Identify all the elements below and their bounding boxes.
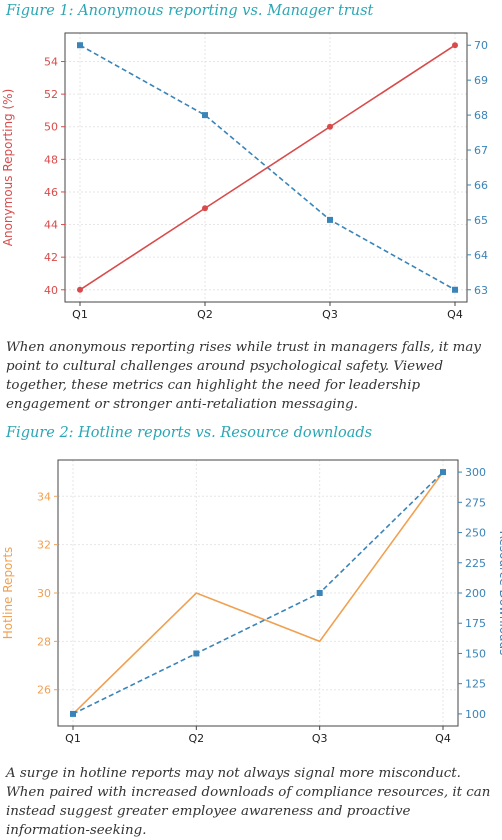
data-point: [452, 42, 458, 49]
data-point: [70, 710, 76, 717]
right-tick-label: 200: [465, 587, 486, 600]
left-tick-label: 26: [37, 684, 51, 697]
x-tick-label: Q4: [447, 308, 463, 321]
x-tick-label: Q4: [435, 732, 451, 745]
right-axis-label: Resource Downloads: [497, 531, 502, 656]
plot-frame: [64, 32, 468, 303]
figure-1-caption: When anonymous reporting rises while tru…: [6, 340, 481, 412]
right-tick-label: 67: [474, 144, 488, 157]
x-tick-label: Q1: [72, 308, 88, 321]
left-tick-label: 54: [44, 56, 58, 69]
figure-1-chart: 40 42 44 46 48 50 52 54 63 64 65 66 67 68 69 70 Q1 Q2 Q3 Q4…: [1, 32, 488, 321]
series-line-1: [72, 471, 444, 715]
left-tick-label: 50: [44, 121, 58, 134]
right-tick-label: 125: [465, 678, 486, 691]
figure-2-title: Figure 2: Hotline reports vs. Resource d…: [6, 425, 373, 441]
left-axis-label: Anonymous Reporting (%): [1, 89, 15, 246]
x-tick-label: Q2: [197, 308, 213, 321]
data-point: [452, 286, 458, 293]
right-tick-label: 66: [474, 179, 488, 192]
series-line-2: [79, 44, 456, 291]
data-point: [316, 590, 323, 596]
left-tick-label: 52: [44, 88, 58, 101]
data-point: [202, 112, 208, 119]
data-point: [193, 650, 200, 657]
figure-2-caption: A surge in hotline reports may not alway…: [6, 766, 491, 838]
right-tick-label: 275: [465, 496, 486, 509]
left-tick-label: 48: [44, 153, 58, 166]
figure-1-title: Figure 1: Anonymous reporting vs. Manage…: [6, 3, 374, 19]
right-tick-label: 70: [474, 39, 488, 52]
x-tick-label: Q1: [65, 732, 81, 745]
figure-2-chart: 26 28 30 32 34 100 125 150 175 200 225 250 275 300 Q1 Q…: [1, 459, 502, 745]
right-tick-label: 250: [465, 527, 486, 540]
left-tick-label: 40: [44, 284, 58, 297]
right-tick-label: 100: [465, 708, 486, 721]
data-point: [327, 123, 333, 130]
left-axis-label: Hotline Reports: [1, 547, 15, 640]
left-tick-label: 46: [44, 186, 58, 199]
right-tick-label: 175: [465, 617, 486, 630]
right-tick-label: 300: [465, 466, 486, 479]
right-tick-label: 63: [474, 284, 488, 297]
left-tick-label: 28: [37, 635, 51, 648]
right-tick-label: 225: [465, 557, 486, 570]
left-tick-label: 42: [44, 251, 58, 264]
right-tick-label: 150: [465, 647, 486, 660]
left-tick-label: 32: [37, 539, 51, 552]
x-tick-label: Q3: [322, 308, 338, 321]
x-tick-label: Q2: [188, 732, 204, 745]
series-line-2: [72, 471, 444, 715]
left-tick-label: 34: [37, 490, 51, 503]
right-tick-label: 68: [474, 109, 488, 122]
right-tick-label: 64: [474, 249, 488, 262]
data-point: [202, 205, 208, 212]
data-point: [440, 469, 446, 476]
left-tick-label: 30: [37, 587, 51, 600]
left-tick-label: 44: [44, 219, 58, 232]
right-tick-label: 65: [474, 214, 488, 227]
data-point: [77, 286, 83, 293]
x-tick-label: Q3: [312, 732, 328, 745]
right-tick-label: 69: [474, 74, 488, 87]
data-point: [77, 42, 83, 49]
data-point: [327, 216, 333, 223]
